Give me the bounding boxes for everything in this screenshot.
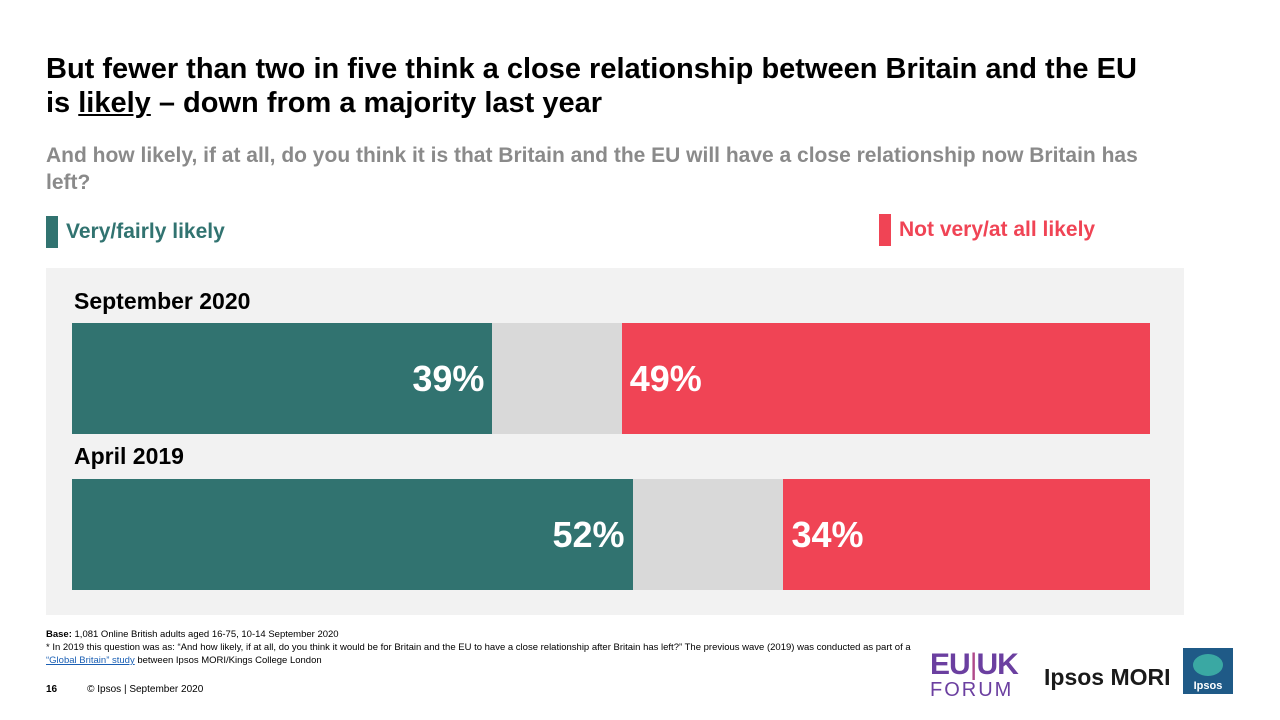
- bar-segment-notlikely: 34%: [783, 479, 1150, 590]
- copyright: © Ipsos | September 2020: [87, 684, 204, 695]
- bar-segment-neutral: [632, 479, 784, 590]
- global-britain-study-link[interactable]: “Global Britain” study: [46, 655, 135, 666]
- logo-uk-text: UK: [976, 648, 1018, 681]
- bar-segment-likely: 39%: [72, 323, 493, 434]
- slide-title: But fewer than two in five think a close…: [46, 52, 1166, 120]
- logo-separator: |: [969, 648, 978, 681]
- eu-uk-forum-logo: EU|UK FORUM: [930, 650, 1022, 704]
- title-text: But fewer than two in five think a close…: [46, 53, 1137, 119]
- title-text-tail: – down from a majority last year: [150, 87, 603, 119]
- bar-april-2019: 52% 34%: [72, 479, 1150, 590]
- base-text: 1,081 Online British adults aged 16-75, …: [74, 629, 339, 640]
- data-label: 52%: [552, 513, 625, 555]
- legend-item-notlikely: Not very/at all likely: [879, 214, 1095, 246]
- ipsos-logo-text: Ipsos: [1193, 680, 1223, 692]
- row-label-april-2019: April 2019: [74, 443, 184, 469]
- ipsos-swoosh-icon: [1193, 654, 1223, 676]
- legend-item-likely: Very/fairly likely: [46, 216, 225, 248]
- bar-segment-neutral: [492, 323, 622, 434]
- bar-segment-likely: 52%: [72, 479, 633, 590]
- page-number: 16: [46, 684, 58, 695]
- ipsos-mori-logo: Ipsos MORI: [1044, 664, 1171, 690]
- legend-swatch-notlikely: [879, 214, 891, 246]
- legend-label-likely: Very/fairly likely: [66, 220, 225, 243]
- base-label: Base:: [46, 629, 72, 640]
- data-label: 39%: [412, 357, 485, 399]
- note-text: * In 2019 this question was as: “And how…: [46, 642, 911, 653]
- legend-label-notlikely: Not very/at all likely: [899, 218, 1096, 241]
- ipsos-logo: Ipsos: [1183, 648, 1233, 694]
- title-underlined-word: likely: [78, 87, 151, 119]
- footer: 16 © Ipsos | September 2020: [46, 684, 203, 695]
- row-label-september-2020: September 2020: [74, 288, 251, 314]
- data-label: 34%: [791, 513, 864, 555]
- data-label: 49%: [629, 357, 702, 399]
- logo-forum-text: FORUM: [930, 679, 1014, 701]
- logo-eu-text: EU: [930, 648, 971, 681]
- bar-september-2020: 39% 49%: [72, 323, 1150, 434]
- legend-swatch-likely: [46, 216, 58, 248]
- slide-subtitle: And how likely, if at all, do you think …: [46, 144, 1138, 194]
- note-tail: between Ipsos MORI/Kings College London: [134, 655, 322, 666]
- bar-segment-notlikely: 49%: [621, 323, 1150, 434]
- footnote: Base: 1,081 Online British adults aged 1…: [46, 628, 926, 667]
